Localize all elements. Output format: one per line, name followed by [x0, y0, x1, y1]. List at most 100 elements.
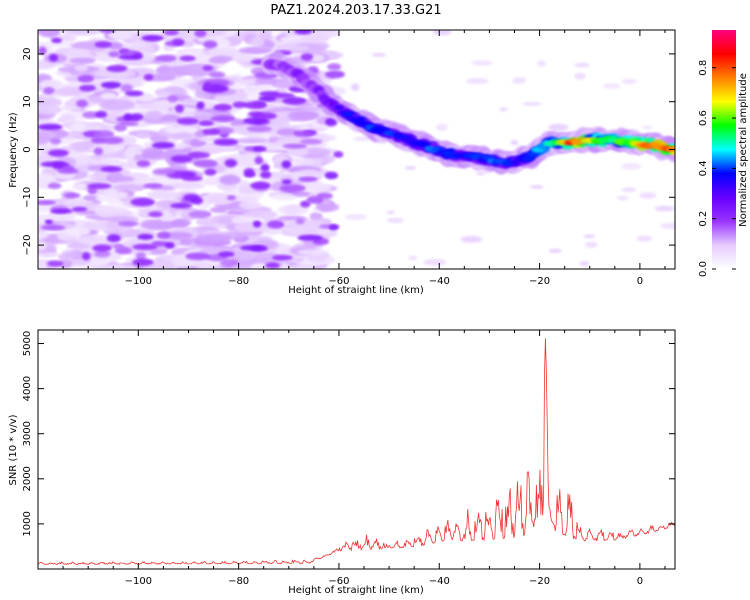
heatmap-cell — [38, 30, 61, 38]
heatmap-cell — [127, 144, 143, 153]
heatmap-cell — [476, 171, 486, 176]
heatmap-cell — [435, 123, 448, 131]
heatmap-cell — [119, 121, 139, 127]
heatmap-cell — [260, 163, 270, 172]
heatmap-cell — [124, 90, 144, 97]
heatmap-cell — [460, 235, 483, 243]
heatmap-cell — [210, 115, 236, 122]
colorbar: 0.0 0.2 0.4 0.6 0.8 Normalized spectral ampl… — [698, 30, 749, 277]
heatmap-cell — [46, 260, 64, 267]
heatmap-cell — [146, 190, 182, 200]
heatmap-cell — [94, 130, 115, 138]
heatmap-cell — [328, 224, 339, 231]
heatmap-cell — [158, 210, 173, 222]
heatmap-cell — [344, 213, 368, 221]
heatmap-cell — [118, 220, 140, 227]
heatmap-cell — [156, 91, 172, 98]
heatmap-cell — [38, 200, 57, 205]
heatmap-cell — [324, 171, 339, 180]
heatmap-cell — [47, 182, 62, 189]
heatmap-cell — [499, 107, 508, 112]
heatmap-cell — [217, 183, 238, 191]
heatmap-cell — [93, 147, 104, 156]
heatmap-cell — [60, 114, 76, 124]
heatmap-cell — [231, 91, 245, 100]
heatmap-cell — [536, 60, 546, 67]
heatmap-cell — [512, 77, 527, 84]
heatmap-cell — [170, 202, 193, 209]
heatmap-cell — [204, 168, 217, 176]
heatmap-cell — [181, 175, 204, 182]
heatmap-cell — [265, 262, 280, 269]
heatmap-cell — [145, 110, 163, 121]
heatmap-cell — [47, 211, 76, 222]
heatmap-cell — [654, 205, 675, 212]
snr-ytick-label: 3000 — [22, 421, 33, 446]
heatmap-cell — [639, 192, 657, 199]
heatmap-cell — [529, 184, 544, 190]
heatmap-cell — [207, 49, 230, 58]
heatmap-cell — [194, 30, 207, 38]
heatmap-cell — [92, 244, 112, 252]
snr-ytick-label: 2000 — [22, 466, 33, 491]
heatmap-cell — [39, 79, 64, 90]
heatmap-cell — [108, 51, 120, 58]
heatmap-cell — [61, 104, 83, 112]
spectrogram-ytick-label: −10 — [22, 187, 33, 208]
heatmap-cell — [299, 138, 323, 145]
heatmap-cell — [202, 178, 223, 186]
heatmap-cell — [132, 258, 154, 267]
heatmap-cell — [130, 113, 144, 121]
heatmap-cell — [151, 240, 168, 247]
colorbar-label: Normalized spectral amplitude — [738, 73, 749, 227]
heatmap-cell — [40, 224, 66, 231]
heatmap-cell — [297, 249, 329, 256]
snr-panel: −100 −80 −60 −40 −20 0 1000 2000 3000 4000 5000 He… — [8, 329, 676, 596]
heatmap-cell — [113, 243, 125, 250]
heatmap-cell — [107, 41, 123, 50]
heatmap-cell — [526, 151, 540, 157]
heatmap-cell — [203, 40, 218, 49]
heatmap-cell — [62, 165, 75, 172]
heatmap-cell — [94, 40, 112, 48]
heatmap-cell — [211, 55, 234, 63]
heatmap-cell — [202, 82, 212, 91]
heatmap-cell — [120, 84, 133, 93]
heatmap-cell — [584, 241, 598, 248]
heatmap-cell — [202, 128, 221, 136]
heatmap-cell — [138, 209, 153, 219]
heatmap-cell — [250, 245, 268, 252]
spectrogram-ylabel: Frequency (Hz) — [8, 112, 19, 188]
heatmap-cell — [106, 234, 121, 243]
snr-ticks: −100 −80 −60 −40 −20 0 1000 2000 3000 4000 5000 — [22, 330, 675, 587]
heatmap-cell — [224, 159, 237, 168]
heatmap-cell — [252, 145, 267, 153]
heatmap-cell — [50, 208, 73, 214]
heatmap-cell — [231, 216, 256, 225]
heatmap-cell — [350, 83, 360, 91]
heatmap-cell — [510, 139, 519, 146]
heatmap-cell — [579, 260, 590, 267]
heatmap-cell — [404, 165, 417, 170]
heatmap-cell — [38, 261, 48, 269]
heatmap-cell — [232, 53, 255, 63]
snr-xtick-label: −80 — [228, 576, 249, 587]
heatmap-cell — [103, 264, 138, 269]
heatmap-cell — [433, 30, 452, 36]
heatmap-cell — [235, 137, 269, 144]
heatmap-cell — [49, 137, 62, 145]
heatmap-cell — [92, 205, 129, 214]
heatmap-cell — [135, 252, 147, 261]
spectrogram-xtick-label: −60 — [328, 276, 349, 287]
snr-background — [38, 330, 675, 569]
spectrogram-ytick-label: 0 — [22, 146, 33, 152]
heatmap-cell — [38, 123, 63, 131]
heatmap-cell — [148, 211, 163, 218]
heatmap-cell — [143, 183, 163, 189]
heatmap-cell — [106, 191, 129, 200]
heatmap-cell — [119, 49, 137, 56]
heatmap-cell — [100, 166, 123, 173]
heatmap-cell — [246, 125, 273, 133]
heatmap-cell — [155, 54, 177, 62]
heatmap-cell — [70, 122, 87, 132]
